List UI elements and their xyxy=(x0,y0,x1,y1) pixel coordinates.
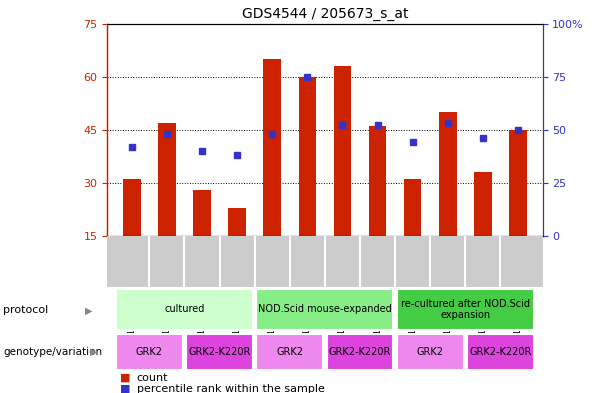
Text: re-cultured after NOD.Scid
expansion: re-cultured after NOD.Scid expansion xyxy=(401,299,530,320)
Text: ■: ■ xyxy=(120,373,130,383)
Bar xyxy=(327,334,394,370)
Text: GRK2: GRK2 xyxy=(417,347,444,357)
Text: percentile rank within the sample: percentile rank within the sample xyxy=(137,384,324,393)
Bar xyxy=(116,334,183,370)
Title: GDS4544 / 205673_s_at: GDS4544 / 205673_s_at xyxy=(242,7,408,21)
Bar xyxy=(264,59,281,236)
Text: ■: ■ xyxy=(120,384,130,393)
Bar xyxy=(397,334,463,370)
Text: GRK2-K220R: GRK2-K220R xyxy=(188,347,251,357)
Text: ▶: ▶ xyxy=(90,347,97,357)
Text: GRK2-K220R: GRK2-K220R xyxy=(329,347,391,357)
Bar xyxy=(193,190,211,236)
Text: ▶: ▶ xyxy=(85,305,93,316)
Text: NOD.Scid mouse-expanded: NOD.Scid mouse-expanded xyxy=(258,305,392,314)
Bar xyxy=(123,179,140,236)
Bar xyxy=(404,179,421,236)
Bar xyxy=(299,77,316,236)
Text: GRK2: GRK2 xyxy=(276,347,303,357)
Bar xyxy=(186,334,253,370)
Bar xyxy=(467,334,534,370)
Bar xyxy=(397,289,534,330)
Bar xyxy=(256,289,394,330)
Bar xyxy=(474,172,492,236)
Text: GRK2: GRK2 xyxy=(136,347,163,357)
Bar xyxy=(439,112,457,236)
Text: genotype/variation: genotype/variation xyxy=(3,347,102,357)
Bar xyxy=(116,289,253,330)
Bar xyxy=(256,334,323,370)
Bar xyxy=(229,208,246,236)
Text: GRK2-K220R: GRK2-K220R xyxy=(469,347,531,357)
Text: cultured: cultured xyxy=(164,305,205,314)
Bar xyxy=(509,130,527,236)
Bar xyxy=(158,123,176,236)
Bar xyxy=(333,66,351,236)
Text: protocol: protocol xyxy=(3,305,48,316)
Text: count: count xyxy=(137,373,168,383)
Bar xyxy=(369,126,386,236)
